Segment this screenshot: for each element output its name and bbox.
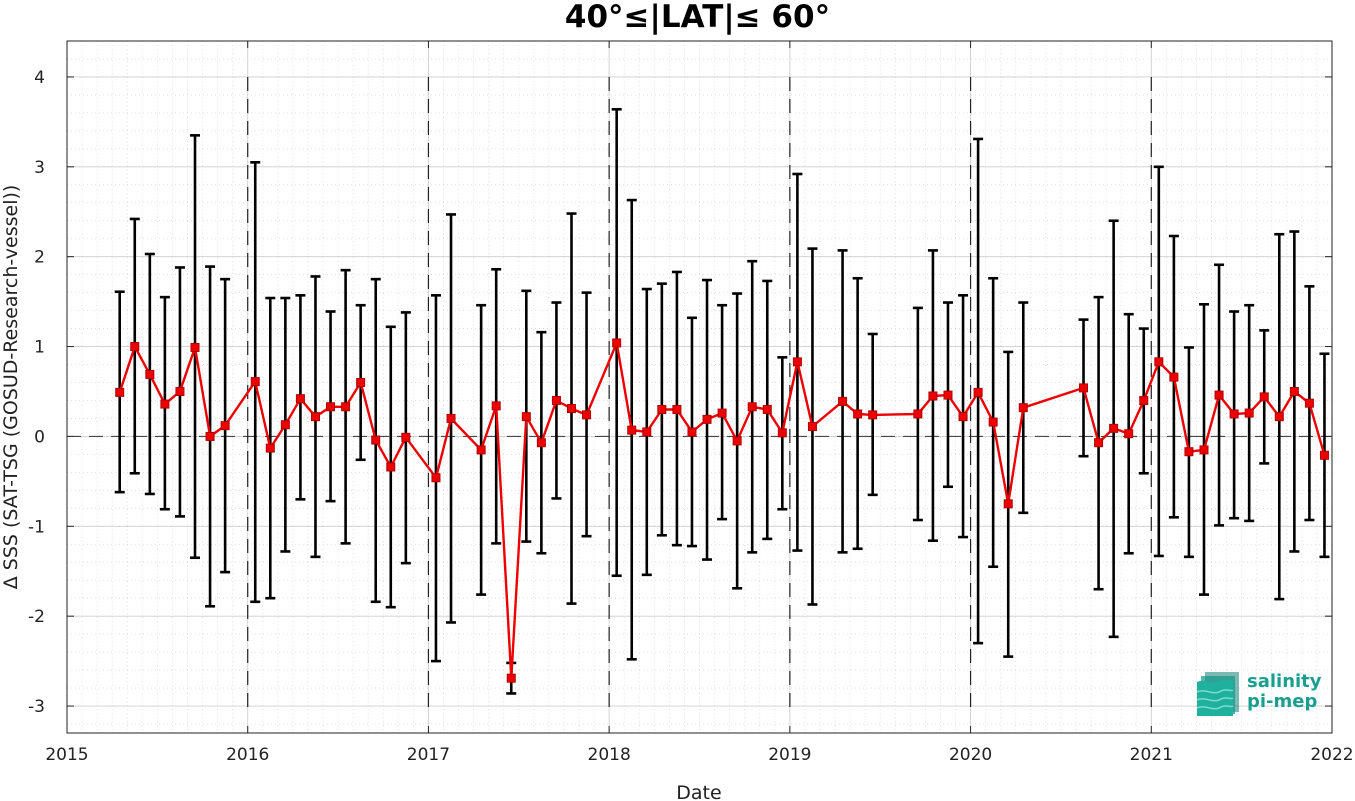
data-point-marker <box>521 412 531 422</box>
data-point-marker <box>1094 438 1104 448</box>
data-point-marker <box>1139 395 1149 405</box>
data-point-marker <box>627 425 637 435</box>
data-point-marker <box>762 404 772 414</box>
data-point-marker <box>777 428 787 438</box>
data-point-marker <box>642 427 652 437</box>
data-point-marker <box>1289 386 1299 396</box>
grid-layer <box>66 40 1333 733</box>
y-axis-title: Δ SSS (SAT-TSG (GOSUD-Research-vessel)) <box>0 185 22 590</box>
data-point-marker <box>1109 423 1119 433</box>
data-point-marker <box>491 401 501 411</box>
label-layer: 2015 2016 2017 2018 2019 2020 2021 2022 -3 -2 -1 0 1… <box>28 68 1354 765</box>
data-point-marker <box>747 402 757 412</box>
data-point-marker <box>838 396 848 406</box>
data-point-marker <box>988 417 998 427</box>
data-point-marker <box>687 427 697 437</box>
data-point-marker <box>582 410 592 420</box>
data-point-marker <box>130 342 140 352</box>
data-point-marker <box>672 404 682 414</box>
data-point-marker <box>1124 429 1134 439</box>
data-point-marker <box>973 387 983 397</box>
data-point-marker <box>1079 383 1089 393</box>
y-tick-label: -1 <box>28 517 45 537</box>
data-point-marker <box>506 673 516 683</box>
data-point-marker <box>1003 499 1013 509</box>
x-tick-label: 2021 <box>1130 745 1173 765</box>
data-point-marker <box>341 402 351 412</box>
data-point-marker <box>612 338 622 348</box>
data-point-marker <box>1274 412 1284 422</box>
data-point-marker <box>310 412 320 422</box>
chart-title: 40°≤|LAT|≤ 60° <box>564 0 831 35</box>
data-point-marker <box>250 377 260 387</box>
y-tick-label: 0 <box>34 427 45 447</box>
data-point-marker <box>1199 445 1209 455</box>
x-tick-label: 2022 <box>1310 745 1353 765</box>
y-tick-label: -2 <box>28 607 45 627</box>
plot-frame <box>66 40 1333 734</box>
data-point-marker <box>1229 409 1239 419</box>
data-point-marker <box>446 413 456 423</box>
x-tick-label: 2015 <box>45 745 88 765</box>
data-point-marker <box>145 369 155 379</box>
x-tick-label: 2020 <box>949 745 992 765</box>
data-point-marker <box>1154 357 1164 367</box>
y-tick-label: 4 <box>34 68 45 88</box>
data-point-marker <box>657 404 667 414</box>
data-point-marker <box>566 404 576 414</box>
data-point-marker <box>175 386 185 396</box>
data-point-marker <box>551 395 561 405</box>
x-tick-label: 2018 <box>588 745 631 765</box>
y-tick-label: 2 <box>34 248 45 268</box>
data-point-marker <box>265 443 275 453</box>
data-point-marker <box>1214 390 1224 400</box>
data-point-marker <box>220 421 230 431</box>
data-point-marker <box>536 438 546 448</box>
x-tick-label: 2019 <box>768 745 811 765</box>
data-point-marker <box>928 391 938 401</box>
data-point-marker <box>943 390 953 400</box>
data-layer <box>114 108 1330 695</box>
data-point-marker <box>1259 392 1269 402</box>
data-point-marker <box>1169 372 1179 382</box>
data-point-marker <box>160 399 170 409</box>
salinity-pi-mep-logo: salinity pi-mep <box>1196 671 1322 716</box>
y-tick-label: -3 <box>28 697 45 717</box>
data-point-marker <box>868 410 878 420</box>
data-point-marker <box>702 414 712 424</box>
x-tick-label: 2017 <box>407 745 450 765</box>
data-point-marker <box>280 420 290 430</box>
data-point-marker <box>371 435 381 445</box>
data-point-marker <box>205 431 215 441</box>
x-axis-title: Date <box>676 782 721 801</box>
logo-line1: salinity <box>1247 671 1322 692</box>
data-point-marker <box>295 394 305 404</box>
data-point-marker <box>1304 398 1314 408</box>
data-point-marker <box>115 387 125 397</box>
data-point-marker <box>1184 447 1194 457</box>
data-point-marker <box>913 409 923 419</box>
data-point-marker <box>853 409 863 419</box>
data-point-marker <box>792 357 802 367</box>
y-tick-label: 3 <box>34 158 45 178</box>
y-tick-label: 1 <box>34 338 45 358</box>
data-point-marker <box>1244 408 1254 418</box>
data-point-marker <box>190 342 200 352</box>
data-point-marker <box>326 402 336 412</box>
data-point-marker <box>356 378 366 388</box>
data-point-marker <box>717 408 727 418</box>
data-point-marker <box>401 432 411 442</box>
x-tick-label: 2016 <box>226 745 269 765</box>
data-point-marker <box>1319 450 1329 460</box>
data-point-marker <box>476 445 486 455</box>
logo-wave-icon <box>1196 672 1239 716</box>
logo-line2: pi-mep <box>1247 691 1317 712</box>
data-point-marker <box>431 473 441 483</box>
data-point-marker <box>1018 403 1028 413</box>
data-point-marker <box>732 436 742 446</box>
data-point-marker <box>807 422 817 432</box>
data-point-marker <box>958 412 968 422</box>
data-point-marker <box>386 462 396 472</box>
